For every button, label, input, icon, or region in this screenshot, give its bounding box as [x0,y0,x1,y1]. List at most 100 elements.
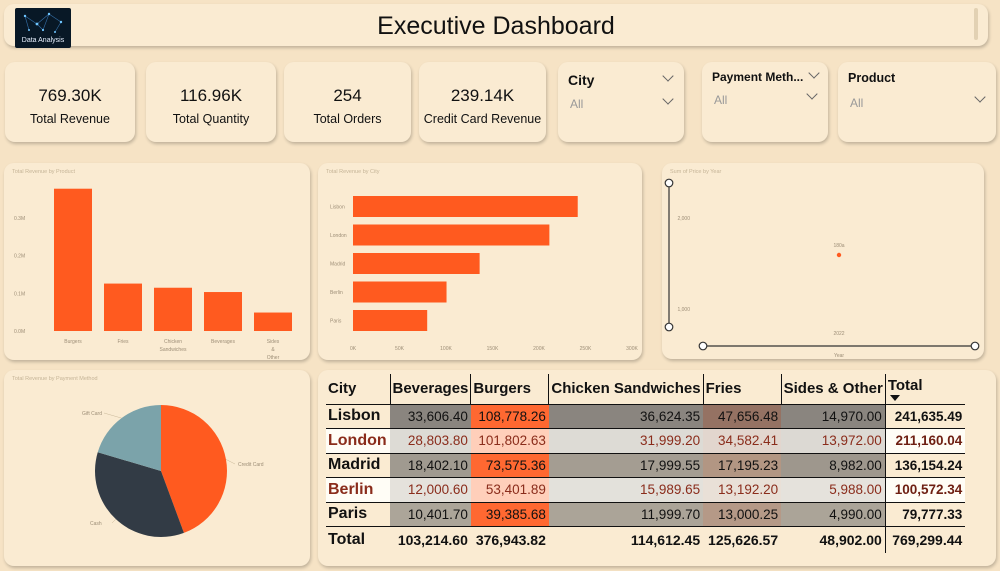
row-total[interactable]: 211,160.04 [884,428,966,453]
sort-desc-icon[interactable] [889,394,900,401]
bar[interactable] [254,312,292,331]
heat-cell[interactable]: 13,000.25 [703,502,782,527]
slicer-title: Payment Meth... [712,70,804,84]
column-header-city[interactable]: City [328,380,357,398]
grand-total-cell: 769,299.44 [884,526,966,553]
bar[interactable] [204,292,242,331]
heat-cell[interactable]: 18,402.10 [390,453,471,478]
column-header-beverages[interactable]: Beverages [389,374,471,404]
row-city[interactable]: Berlin [328,480,374,498]
revenue-by-city-chart[interactable]: Total Revenue by City Lisbon London Madrid… [318,163,642,360]
y-tick-label: Madrid [330,262,346,268]
row-city[interactable]: Paris [328,505,368,523]
chevron-down-icon[interactable] [662,93,674,105]
kpi-value: 254 [333,86,362,105]
bar[interactable] [353,281,447,303]
chart-title: Total Revenue by City [326,169,380,175]
column-header-sides-other[interactable]: Sides & Other [780,374,886,404]
heat-cell[interactable]: 12,000.60 [390,477,471,502]
heat-cell[interactable]: 11,999.70 [548,502,704,527]
heat-cell[interactable]: 53,401.89 [470,477,549,502]
row-total[interactable]: 100,572.34 [884,477,966,502]
bar[interactable] [54,188,92,331]
chevron-down-icon[interactable] [808,67,820,79]
bar[interactable] [104,283,142,331]
row-city[interactable]: Lisbon [328,407,381,425]
heat-cell[interactable]: 13,972.00 [781,428,886,453]
bar[interactable] [154,287,192,331]
heat-cell[interactable]: 101,802.63 [470,428,549,453]
bar[interactable] [353,253,480,274]
product-slicer[interactable]: Product All [838,62,996,142]
heat-cell[interactable]: 5,988.00 [781,477,886,502]
pie-slice[interactable] [161,405,228,533]
y-range-handle-bottom[interactable] [664,322,674,332]
pie-slice[interactable] [94,452,184,537]
table-row[interactable]: Lisbon 33,606.40 108,778.26 36,624.35 47,656… [326,404,966,429]
heat-cell[interactable]: 34,582.41 [703,428,782,453]
total-row: Total 103,214.60 376,943.82 114,612.45 1… [326,526,966,553]
chart-title: Total Revenue by Product [12,169,75,175]
revenue-by-payment-chart[interactable]: Total Revenue by Payment Method Credit C… [4,370,310,566]
heat-cell[interactable]: 17,195.23 [703,453,782,478]
row-city[interactable]: London [328,431,387,449]
heat-cell[interactable]: 17,999.55 [548,453,704,478]
x-range-handle-right[interactable] [970,341,980,351]
bar[interactable] [353,224,550,246]
x-tick-label: Fries [117,339,129,345]
revenue-by-payment-svg: Credit Card Cash Gift Card [82,405,264,537]
heat-cell[interactable]: 108,778.26 [470,404,549,429]
heat-cell[interactable]: 4,990.00 [781,502,886,527]
column-header-chicken-sandwiches[interactable]: Chicken Sandwiches [548,374,704,404]
y-tick-label: London [330,233,347,239]
bar[interactable] [353,310,428,331]
heat-cell[interactable]: 15,989.65 [548,477,704,502]
heat-cell[interactable]: 33,606.40 [390,404,471,429]
column-header-burgers[interactable]: Burgers [470,374,549,404]
data-point[interactable] [836,252,842,258]
payment-method-slicer[interactable]: Payment Meth... All [702,62,828,142]
y-tick-label: 0.2M [14,254,25,260]
slicer-value[interactable]: All [850,96,864,110]
heat-cell[interactable]: 28,803.80 [390,428,471,453]
heat-cell[interactable]: 14,970.00 [781,404,886,429]
heat-cell[interactable]: 36,624.35 [548,404,704,429]
column-header-fries[interactable]: Fries [702,374,782,404]
row-city[interactable]: Madrid [328,456,381,474]
y-range-handle-top[interactable] [664,178,674,188]
heat-cell[interactable]: 13,192.20 [703,477,782,502]
bar[interactable] [353,196,578,217]
chevron-down-icon[interactable] [974,91,986,103]
chevron-down-icon[interactable] [806,88,818,100]
row-total[interactable]: 241,635.49 [884,404,966,429]
chevron-down-icon[interactable] [662,70,674,82]
heat-cell[interactable]: 47,656.48 [703,404,782,429]
table-row[interactable]: Madrid 18,402.10 73,575.36 17,999.55 17,195.… [326,453,966,478]
table-row[interactable]: London 28,803.80 101,802.63 31,999.20 34,582… [326,428,966,453]
row-total[interactable]: 136,154.24 [884,453,966,478]
heat-cell[interactable]: 10,401.70 [390,502,471,527]
x-tick-label: 150K [487,346,499,352]
table-row[interactable]: Berlin 12,000.60 53,401.89 15,989.65 13,192.… [326,477,966,502]
pie-slice[interactable] [97,405,161,471]
slicer-value[interactable]: All [570,97,584,111]
heat-cell[interactable]: 8,982.00 [781,453,886,478]
table-row[interactable]: Paris 10,401.70 39,385.68 11,999.70 13,000.2… [326,502,966,527]
total-row-label: Total [328,530,366,548]
x-tick-label: Other [267,355,280,360]
revenue-matrix[interactable]: City Beverages Burgers Chicken Sandwiche… [318,370,996,566]
row-total[interactable]: 79,777.33 [884,502,966,527]
heat-cell[interactable]: 73,575.36 [470,453,549,478]
revenue-by-product-chart[interactable]: Total Revenue by Product 0.0M 0.1M 0.2M 0.3… [4,163,310,360]
leader-line [103,412,122,419]
price-by-year-chart[interactable]: Sum of Price by Year 2,000 1,000 180a 20… [662,163,984,359]
city-slicer[interactable]: City All [558,62,684,142]
header-scrollbar[interactable] [974,8,978,40]
x-tick-label: 250K [580,346,592,352]
heat-cell[interactable]: 39,385.68 [470,502,549,527]
leader-line [111,519,117,524]
slicer-value[interactable]: All [714,93,728,107]
heat-cell[interactable]: 31,999.20 [548,428,704,453]
column-header-total[interactable]: Total [884,374,966,404]
x-range-handle-left[interactable] [698,341,708,351]
